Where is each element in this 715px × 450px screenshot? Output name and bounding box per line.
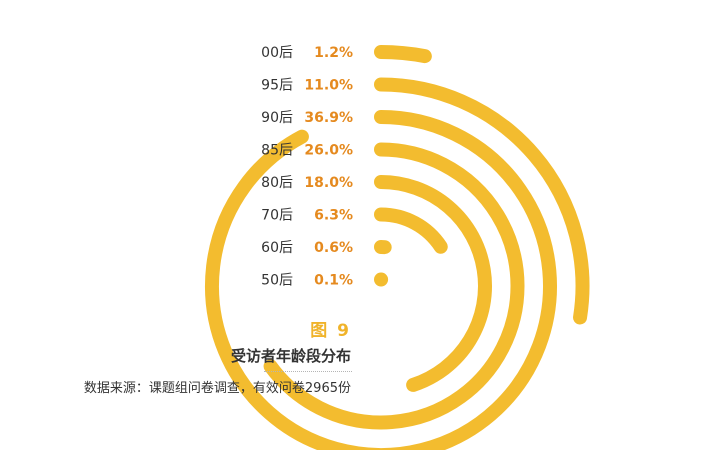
value-label: 0.6% <box>314 240 353 256</box>
value-label: 6.3% <box>314 208 353 224</box>
value-label: 26.0% <box>304 143 353 159</box>
bar-arc <box>374 44 432 64</box>
title-divider <box>264 371 352 372</box>
category-label: 90后 <box>261 110 293 126</box>
category-label: 70后 <box>261 208 293 224</box>
figure-number: 图 9 <box>310 321 351 341</box>
chart-title: 受访者年龄段分布 <box>230 347 351 365</box>
category-label: 00后 <box>261 45 293 61</box>
value-label: 18.0% <box>304 175 353 191</box>
value-label: 36.9% <box>304 110 353 126</box>
value-label: 0.1% <box>314 273 353 289</box>
category-label: 60后 <box>261 240 293 256</box>
category-label: 50后 <box>261 273 293 289</box>
value-label: 1.2% <box>314 45 353 61</box>
bar-arc <box>374 77 590 325</box>
category-label: 95后 <box>261 78 293 94</box>
source-note: 数据来源：课题组问卷调查，有效问卷2965份 <box>83 381 351 396</box>
category-label: 85后 <box>261 143 293 159</box>
bar-arc <box>374 175 492 392</box>
bar-arc <box>374 207 448 254</box>
bar-arc <box>263 142 525 430</box>
category-label: 80后 <box>261 175 293 191</box>
value-label: 11.0% <box>304 78 353 94</box>
